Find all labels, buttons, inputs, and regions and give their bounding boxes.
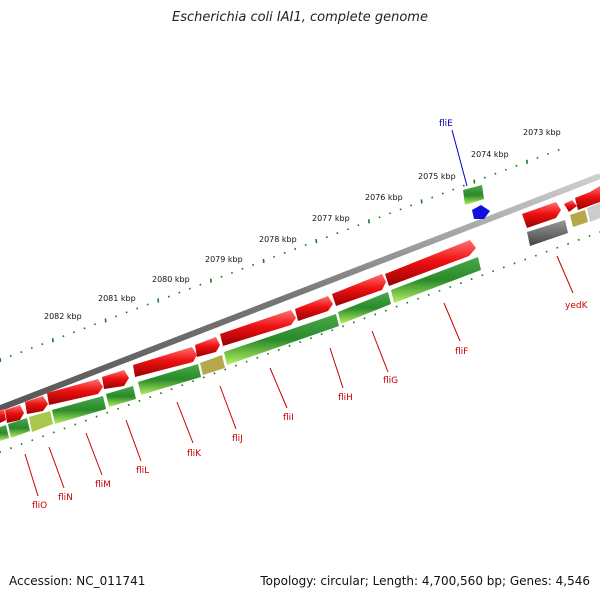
fliG-leader	[371, 330, 389, 373]
gene-block[interactable]	[29, 411, 53, 432]
gene-block[interactable]	[106, 386, 136, 407]
ruler-label-2080: 2080 kbp	[152, 275, 190, 284]
gene-block[interactable]	[522, 202, 561, 228]
gene-block[interactable]	[391, 257, 481, 303]
accession-text: Accession: NC_011741	[9, 574, 146, 588]
fliF-leader	[443, 302, 461, 342]
fliI-leader	[269, 367, 288, 409]
gene-block[interactable]	[195, 337, 220, 357]
ruler-ticks	[0, 148, 600, 453]
gene-block[interactable]	[133, 347, 197, 377]
map-title: Escherichia coli IAI1, complete genome	[172, 10, 428, 25]
gene-block[interactable]	[25, 396, 48, 414]
fliE-gene[interactable]	[472, 205, 490, 219]
fliL-leader	[125, 419, 142, 462]
yedK-leader	[556, 255, 574, 294]
gene-block[interactable]	[5, 405, 24, 423]
gene-label-fliG[interactable]: fliG	[383, 376, 398, 386]
gene-block[interactable]	[224, 314, 339, 365]
gene-block[interactable]	[338, 292, 391, 324]
ruler-labels: 2073 kbp 2074 kbp 2075 kbp 2076 kbp 2077…	[44, 128, 561, 321]
reverse-strand-genes	[0, 203, 600, 441]
gene-block[interactable]	[102, 370, 129, 389]
gene-block[interactable]	[332, 274, 386, 306]
gene-label-fliO[interactable]: fliO	[32, 501, 47, 511]
gene-block[interactable]	[52, 396, 106, 424]
gene-block[interactable]	[138, 364, 201, 395]
gene-block[interactable]	[575, 186, 600, 210]
fliJ-leader	[219, 385, 237, 430]
fliO-leader	[24, 453, 39, 497]
fliE-group	[463, 185, 490, 219]
gene-label-fliL[interactable]: fliL	[136, 466, 149, 476]
fliE-leader	[451, 129, 468, 187]
gene-block[interactable]	[564, 200, 577, 212]
ruler-label-2075: 2075 kbp	[418, 172, 456, 181]
gene-block[interactable]	[0, 409, 6, 423]
genome-backbone	[0, 173, 600, 412]
gene-block[interactable]	[8, 418, 30, 438]
ruler-label-2077: 2077 kbp	[312, 214, 350, 223]
gene-block[interactable]	[385, 240, 476, 286]
fliM-leader	[85, 432, 103, 476]
gene-label-fliM[interactable]: fliM	[95, 480, 111, 490]
ruler-label-2073: 2073 kbp	[523, 128, 561, 137]
ruler-label-2082: 2082 kbp	[44, 312, 82, 321]
gene-block[interactable]	[0, 425, 9, 441]
gene-block[interactable]	[570, 210, 588, 227]
gene-label-fliJ[interactable]: fliJ	[232, 434, 243, 444]
forward-strand-genes	[0, 186, 600, 423]
gene-label-fliI[interactable]: fliI	[283, 413, 294, 423]
fliN-leader	[48, 446, 65, 489]
genome-summary-text: Topology: circular; Length: 4,700,560 bp…	[260, 574, 590, 588]
gene-block[interactable]	[587, 203, 600, 222]
fliK-leader	[176, 401, 194, 444]
gene-block[interactable]	[220, 310, 296, 346]
gene-label-yedK[interactable]: yedK	[565, 301, 589, 311]
ruler-label-2079: 2079 kbp	[205, 255, 243, 264]
gene-label-fliN[interactable]: fliN	[58, 493, 73, 503]
gene-label-fliK[interactable]: fliK	[187, 449, 202, 459]
fliH-leader	[329, 347, 344, 389]
gene-block[interactable]	[47, 379, 103, 405]
ruler-label-2076: 2076 kbp	[365, 193, 403, 202]
fliE-green-block[interactable]	[463, 185, 484, 205]
gene-block[interactable]	[295, 296, 333, 321]
gene-block[interactable]	[527, 220, 568, 246]
gene-block[interactable]	[200, 355, 225, 375]
ruler-label-2081: 2081 kbp	[98, 294, 136, 303]
gene-label-fliE[interactable]: fliE	[439, 119, 453, 129]
ruler-label-2078: 2078 kbp	[259, 235, 297, 244]
gene-label-fliH[interactable]: fliH	[338, 393, 353, 403]
label-leaders	[24, 129, 574, 497]
gene-label-fliF[interactable]: fliF	[455, 347, 468, 357]
ruler-label-2074: 2074 kbp	[471, 150, 509, 159]
gene-labels: fliE yedK fliF fliG fliH fliI fliJ fliK …	[32, 119, 589, 511]
